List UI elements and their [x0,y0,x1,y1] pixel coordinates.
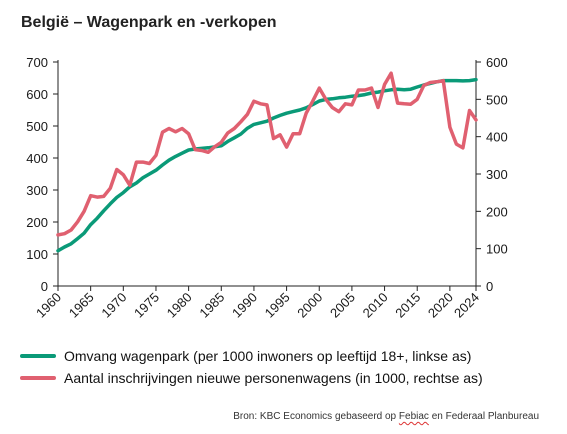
x-tick-label: 2024 [451,290,482,321]
legend-label-inschrijvingen: Aantal inschrijvingen nieuwe personenwag… [64,370,483,386]
x-tick-label: 2005 [327,290,358,321]
x-tick-label: 2010 [360,290,391,321]
legend-swatch-inschrijvingen [20,376,56,380]
left-tick-label: 500 [26,119,48,134]
axes: 0 100 200 300 400 500 600 700 0 100 200 300 400 500 60… [26,55,507,321]
right-tick-label: 200 [486,204,508,219]
x-tick-label: 1985 [196,290,227,321]
right-tick-label: 500 [486,92,508,107]
chart-plot: 0 100 200 300 400 500 600 700 0 100 200 300 400 500 60… [26,55,507,321]
series-line-inschrijvingen [56,71,478,237]
right-tick-label: 100 [486,242,508,257]
x-tick-label: 1970 [98,290,129,321]
right-tick-label: 300 [486,167,508,182]
series-line-wagenpark [56,77,478,253]
left-tick-label: 100 [26,247,48,262]
legend-label-wagenpark: Omvang wagenpark (per 1000 inwoners op l… [64,348,472,364]
left-tick-label: 200 [26,215,48,230]
legend-swatch-wagenpark [20,354,56,358]
x-tick-label: 1960 [33,290,64,321]
right-tick-label: 600 [486,55,508,70]
series-layer [56,71,478,253]
source-prefix: Bron: KBC Economics gebaseerd op [233,411,399,422]
x-tick-label: 2020 [425,290,456,321]
left-tick-label: 700 [26,55,48,70]
x-tick-label: 1965 [66,290,97,321]
x-tick-label: 1990 [229,290,260,321]
left-tick-label: 600 [26,87,48,102]
chart-title: België – Wagenpark en -verkopen [21,14,277,31]
source-note: Bron: KBC Economics gebaseerd op Febiac … [233,411,539,422]
x-tick-label: 1975 [131,290,162,321]
x-tick-label: 2000 [294,290,325,321]
source-suffix: en Federaal Planbureau [428,411,539,422]
legend-item-wagenpark: Omvang wagenpark (per 1000 inwoners op l… [20,347,560,365]
left-tick-label: 0 [41,279,48,294]
left-tick-label: 400 [26,151,48,166]
x-tick-label: 1995 [262,290,293,321]
right-tick-label: 400 [486,130,508,145]
x-tick-label: 1980 [164,290,195,321]
source-highlight: Febiac [398,411,429,422]
right-tick-label: 0 [486,279,493,294]
x-tick-label: 2015 [392,290,423,321]
legend-item-inschrijvingen: Aantal inschrijvingen nieuwe personenwag… [20,369,560,387]
left-tick-label: 300 [26,183,48,198]
